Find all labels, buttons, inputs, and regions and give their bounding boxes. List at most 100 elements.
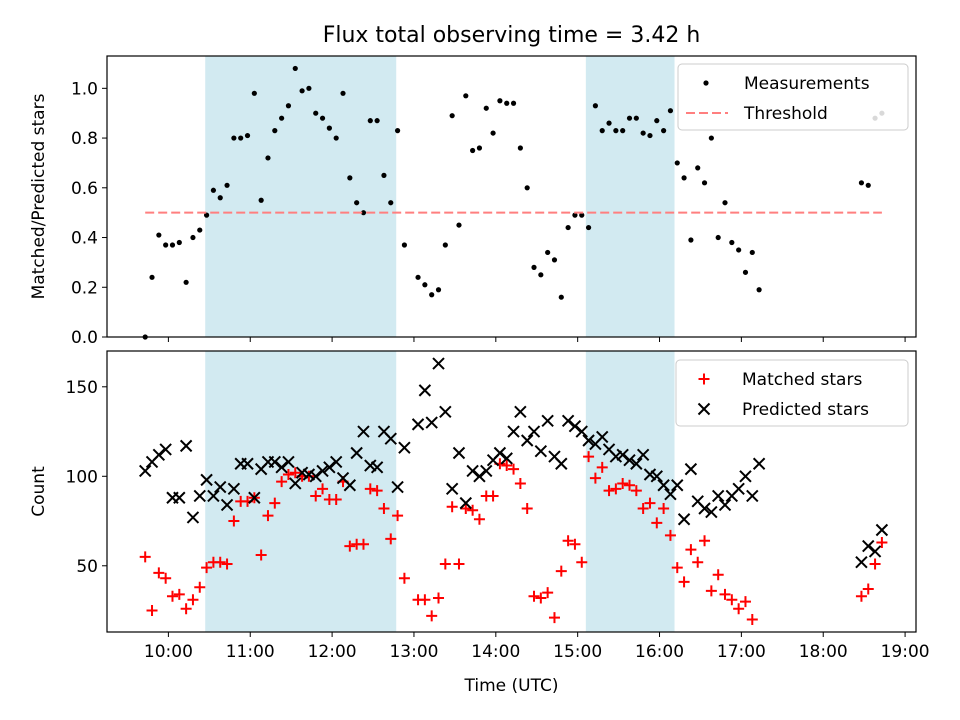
data-point xyxy=(262,510,274,522)
data-point xyxy=(650,470,664,483)
legend-label: Matched stars xyxy=(742,370,862,390)
data-point xyxy=(542,587,554,599)
data-point xyxy=(699,535,711,547)
data-point xyxy=(869,558,881,570)
legend-label: Predicted stars xyxy=(742,400,869,420)
x-tick-label: 11:00 xyxy=(226,642,275,662)
data-point xyxy=(497,98,503,104)
data-point xyxy=(613,128,619,134)
data-point xyxy=(633,115,639,121)
data-point xyxy=(589,472,601,484)
data-point xyxy=(445,482,459,496)
series-0 xyxy=(139,451,888,625)
data-point xyxy=(715,234,721,241)
data-point xyxy=(422,282,428,288)
data-point xyxy=(732,482,745,496)
data-point xyxy=(538,272,544,278)
data-point xyxy=(712,569,724,581)
data-point xyxy=(183,279,189,285)
shaded-interval xyxy=(205,56,397,337)
series-0 xyxy=(142,65,885,340)
y-axis-label: Matched/Predicted stars xyxy=(29,93,49,299)
data-point xyxy=(340,90,346,96)
legend-marker xyxy=(698,373,710,385)
data-point xyxy=(507,425,520,438)
data-point xyxy=(381,172,387,178)
data-point xyxy=(317,483,329,495)
data-point xyxy=(459,496,473,510)
data-point xyxy=(596,430,609,444)
data-point xyxy=(868,545,882,558)
data-point xyxy=(456,222,462,228)
data-point xyxy=(269,497,281,509)
data-point xyxy=(138,464,152,478)
series-1 xyxy=(138,357,889,569)
shaded-interval xyxy=(585,351,675,632)
data-point xyxy=(265,155,271,161)
legend-label: Threshold xyxy=(743,104,828,124)
data-point xyxy=(306,85,312,91)
data-point xyxy=(473,470,486,483)
data-point xyxy=(220,498,234,512)
data-point xyxy=(729,239,735,246)
data-point xyxy=(749,249,755,256)
legend: Matched stars Predicted stars xyxy=(675,359,909,427)
x-axis-label: Time (UTC) xyxy=(464,676,559,696)
data-point xyxy=(439,405,452,419)
data-point xyxy=(521,503,533,515)
data-point xyxy=(674,160,680,166)
data-point xyxy=(398,441,411,454)
data-point xyxy=(180,603,192,615)
data-point xyxy=(329,455,343,469)
legend-label: Measurements xyxy=(744,74,870,94)
data-point xyxy=(149,274,155,280)
data-point xyxy=(558,294,564,300)
data-point xyxy=(644,497,656,509)
data-point xyxy=(742,269,749,275)
data-point xyxy=(169,242,176,248)
y-tick-label: 0.2 xyxy=(71,278,98,298)
data-point xyxy=(364,483,376,495)
data-point xyxy=(391,480,404,494)
data-point xyxy=(606,120,612,126)
data-point xyxy=(527,425,541,438)
data-point xyxy=(268,455,282,469)
x-tick-label: 10:00 xyxy=(144,642,193,662)
data-point xyxy=(282,468,294,480)
data-point xyxy=(476,145,483,151)
data-point xyxy=(275,461,288,474)
data-point xyxy=(357,425,370,438)
data-point xyxy=(452,446,466,460)
y-tick-label: 150 xyxy=(66,378,98,398)
data-point xyxy=(201,562,213,574)
y-tick-label: 0.4 xyxy=(71,229,98,249)
data-point xyxy=(370,461,384,474)
data-point xyxy=(746,489,759,503)
data-point xyxy=(446,501,458,513)
data-point xyxy=(347,175,353,181)
data-point xyxy=(319,115,326,121)
data-point xyxy=(657,479,670,492)
x-tick-label: 12:00 xyxy=(308,642,357,662)
legend-marker xyxy=(703,80,709,86)
x-tick-label: 16:00 xyxy=(635,642,684,662)
data-point xyxy=(603,485,615,497)
data-point xyxy=(173,588,185,600)
data-point xyxy=(637,503,649,515)
data-point xyxy=(490,130,496,136)
data-point xyxy=(541,414,554,428)
data-point xyxy=(241,457,254,470)
data-point xyxy=(442,242,448,248)
data-point xyxy=(487,490,499,502)
data-point xyxy=(520,434,534,447)
data-point xyxy=(596,461,608,473)
data-point xyxy=(343,479,357,492)
data-point xyxy=(255,549,267,561)
legend: Measurements Threshold xyxy=(677,63,909,131)
data-point xyxy=(425,416,438,429)
data-point xyxy=(688,237,694,243)
data-point xyxy=(726,594,738,606)
data-point xyxy=(435,287,442,293)
data-point xyxy=(251,90,257,96)
data-point xyxy=(466,464,479,478)
